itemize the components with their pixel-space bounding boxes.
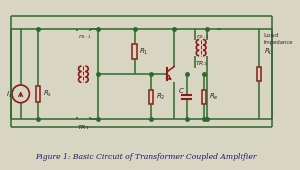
Text: $TR_2$: $TR_2$ <box>195 59 207 68</box>
Text: $n_{1:1}$: $n_{1:1}$ <box>78 33 92 41</box>
Text: $R_1$: $R_1$ <box>139 46 149 57</box>
Text: $C$: $C$ <box>178 86 185 95</box>
Text: Impedance: Impedance <box>264 40 293 45</box>
Text: $R_L$: $R_L$ <box>264 47 273 57</box>
Bar <box>132 44 137 59</box>
Text: Load: Load <box>264 33 279 38</box>
Text: $R_2$: $R_2$ <box>156 92 165 102</box>
Bar <box>36 86 40 102</box>
Bar <box>256 67 261 81</box>
Text: $n_{2:1}$: $n_{2:1}$ <box>196 33 210 41</box>
Text: $R_e$: $R_e$ <box>209 92 218 102</box>
Text: $I_s$: $I_s$ <box>6 90 12 100</box>
Bar <box>148 90 153 104</box>
Text: $TR_1$: $TR_1$ <box>77 123 90 132</box>
Text: $R_s$: $R_s$ <box>43 89 52 99</box>
Text: Figure 1: Basic Circuit of Transformer Coupled Amplifier: Figure 1: Basic Circuit of Transformer C… <box>35 153 257 161</box>
Bar <box>202 90 206 104</box>
